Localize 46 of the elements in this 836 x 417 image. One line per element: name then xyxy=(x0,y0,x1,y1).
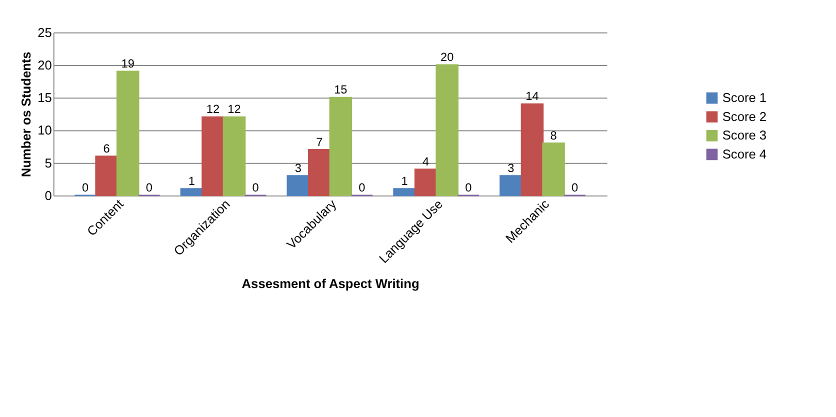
x-axis-title: Assesment of Aspect Writing xyxy=(242,276,420,291)
data-label: 15 xyxy=(334,82,348,97)
data-label: 1 xyxy=(188,174,196,188)
y-tick-label: 25 xyxy=(38,24,52,40)
bar xyxy=(436,64,458,196)
y-tick-label: 10 xyxy=(38,122,52,138)
bar xyxy=(542,142,565,196)
data-label: 0 xyxy=(146,180,153,194)
data-label: 12 xyxy=(206,102,220,116)
y-tick-label: 5 xyxy=(44,155,52,170)
data-label: 0 xyxy=(358,180,366,194)
legend-label: Score 4 xyxy=(722,146,767,162)
data-label: 0 xyxy=(465,180,472,194)
data-label: 6 xyxy=(103,141,110,156)
bar xyxy=(180,188,204,196)
data-label: 20 xyxy=(440,50,454,64)
legend-label: Score 2 xyxy=(722,108,767,124)
bar xyxy=(308,149,331,196)
data-label: 0 xyxy=(82,180,89,194)
data-label: 7 xyxy=(316,134,323,149)
bar xyxy=(222,116,246,196)
bar xyxy=(286,175,310,196)
data-label: 1 xyxy=(401,174,408,188)
data-label: 14 xyxy=(526,89,540,104)
data-label: 8 xyxy=(550,128,558,142)
y-tick-label: 0 xyxy=(44,188,52,203)
bar xyxy=(520,103,544,196)
data-label: 0 xyxy=(572,180,579,194)
bar xyxy=(202,116,224,196)
bar xyxy=(329,96,352,196)
bar xyxy=(414,168,438,196)
bar xyxy=(95,156,118,196)
bar xyxy=(393,188,416,196)
y-axis-title: Number os Students xyxy=(18,52,34,178)
data-label: 19 xyxy=(121,56,135,71)
bar xyxy=(116,70,140,196)
data-label: 3 xyxy=(508,160,515,175)
data-label: 4 xyxy=(422,154,430,168)
bar xyxy=(500,175,522,196)
y-tick-label: 15 xyxy=(38,90,52,106)
y-tick-label: 20 xyxy=(38,57,52,72)
data-label: 3 xyxy=(294,160,302,175)
legend-label: Score 3 xyxy=(722,128,767,143)
data-label: 12 xyxy=(228,102,241,116)
legend-label: Score 1 xyxy=(722,90,767,106)
data-label: 0 xyxy=(252,180,260,194)
